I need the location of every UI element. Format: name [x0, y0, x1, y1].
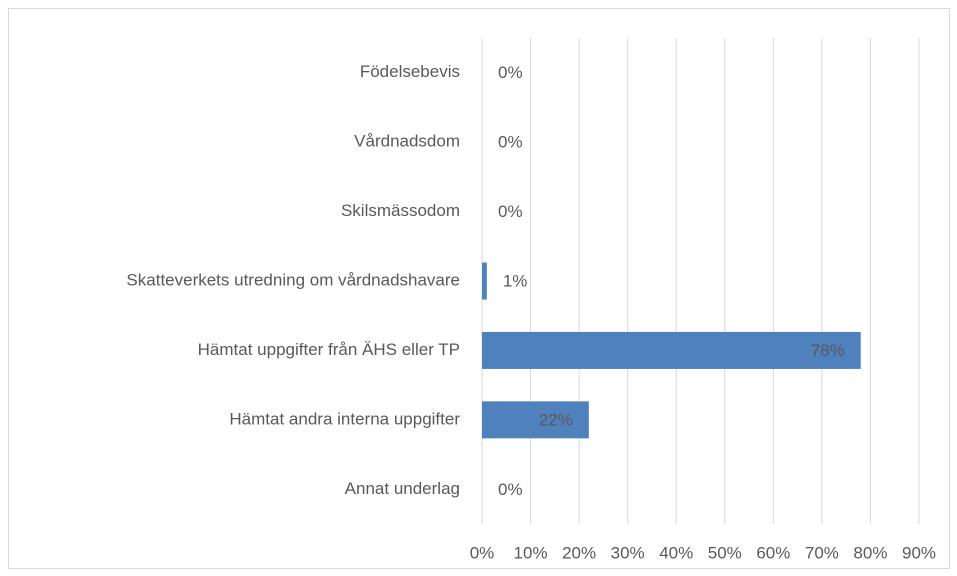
- y-tick-label: Hämtat andra interna uppgifter: [229, 409, 460, 428]
- data-label: 0%: [498, 480, 523, 499]
- y-tick-label: Vårdnadsdom: [354, 132, 460, 151]
- bar: [482, 401, 589, 439]
- x-tick-label: 20%: [562, 543, 596, 562]
- data-label: 78%: [811, 341, 845, 360]
- y-tick-label: Skatteverkets utredning om vårdnadshavar…: [126, 270, 460, 289]
- y-tick-label: Hämtat uppgifter från ÄHS eller TP: [198, 340, 460, 359]
- x-tick-label: 30%: [611, 543, 645, 562]
- x-tick-label: 70%: [805, 543, 839, 562]
- data-label: 22%: [539, 410, 573, 429]
- x-tick-label: 40%: [659, 543, 693, 562]
- data-label: 0%: [498, 202, 523, 221]
- y-tick-label: Skilsmässodom: [341, 201, 460, 220]
- x-tick-label: 0%: [470, 543, 495, 562]
- data-label: 1%: [503, 271, 528, 290]
- x-tick-label: 10%: [514, 543, 548, 562]
- x-tick-label: 80%: [853, 543, 887, 562]
- data-label: 0%: [498, 63, 523, 82]
- bar: [482, 262, 487, 300]
- y-tick-label: Födelsebevis: [360, 62, 460, 81]
- x-tick-label: 90%: [902, 543, 936, 562]
- chart-border: [8, 8, 950, 569]
- y-tick-label: Annat underlag: [345, 479, 460, 498]
- x-tick-label: 50%: [708, 543, 742, 562]
- bar: [482, 331, 861, 369]
- data-label: 0%: [498, 133, 523, 152]
- x-tick-label: 60%: [756, 543, 790, 562]
